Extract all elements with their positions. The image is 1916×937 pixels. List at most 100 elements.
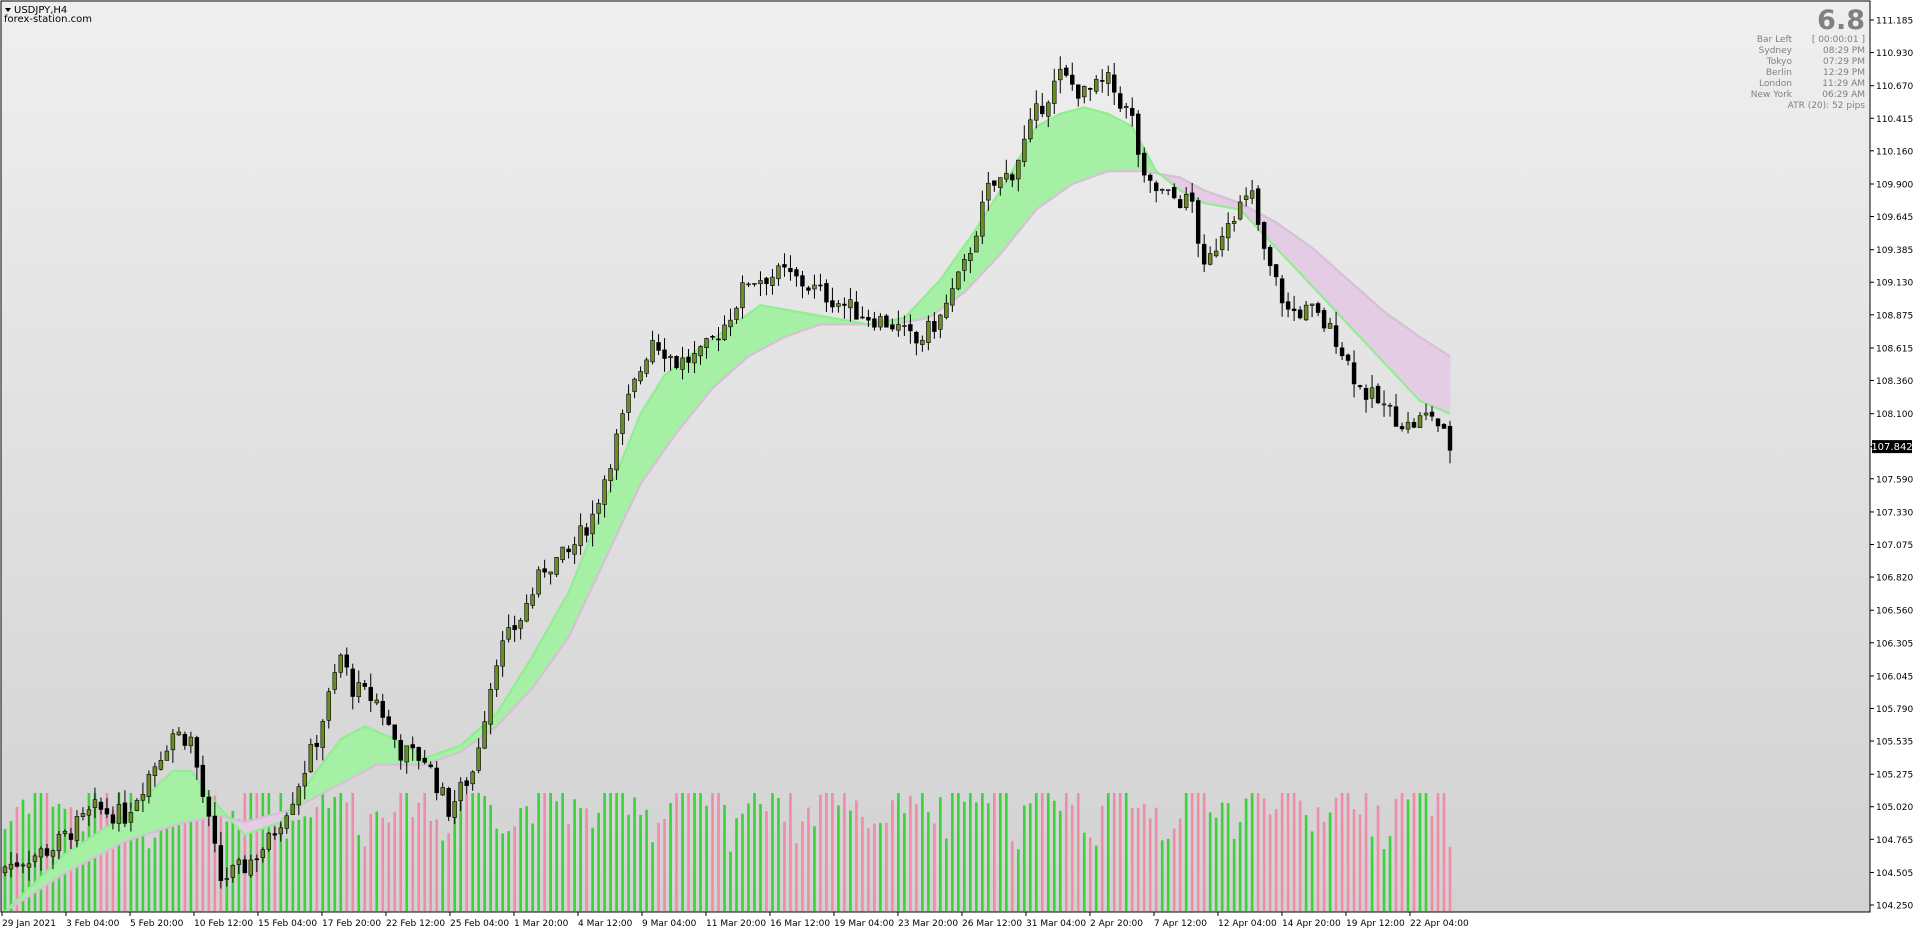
ribbon-segment bbox=[382, 733, 390, 765]
ribbon-segment bbox=[178, 770, 186, 825]
bear-candle bbox=[1118, 93, 1123, 109]
volume-bar-up bbox=[681, 793, 684, 911]
bull-candle bbox=[740, 282, 745, 309]
volume-bar-down bbox=[807, 807, 810, 911]
volume-bar-down bbox=[1010, 841, 1014, 911]
bull-candle bbox=[152, 766, 158, 776]
bull-candle bbox=[2, 866, 8, 874]
ribbon-segment bbox=[1083, 107, 1091, 181]
volume-bar-up bbox=[339, 793, 343, 911]
bull-candle bbox=[8, 863, 14, 870]
bull-candle bbox=[668, 355, 673, 359]
bull-candle bbox=[74, 816, 80, 841]
bear-candle bbox=[908, 324, 913, 332]
ribbon-segment bbox=[1053, 113, 1061, 198]
bull-candle bbox=[1237, 201, 1243, 220]
dropdown-triangle-icon[interactable] bbox=[5, 8, 11, 12]
volume-bar-down bbox=[891, 800, 894, 911]
bear-candle bbox=[1088, 88, 1093, 90]
volume-bar-up bbox=[1232, 838, 1236, 911]
bull-candle bbox=[968, 253, 973, 262]
bear-candle bbox=[464, 780, 469, 786]
bull-candle bbox=[986, 182, 991, 201]
bull-candle bbox=[752, 283, 757, 285]
ribbon-segment bbox=[1389, 315, 1397, 377]
bear-candle bbox=[398, 740, 403, 761]
volume-bar-up bbox=[1094, 845, 1098, 911]
volume-bar-down bbox=[1274, 809, 1278, 911]
volume-bar-down bbox=[1334, 797, 1338, 911]
bear-candle bbox=[380, 701, 385, 718]
ribbon-segment bbox=[1341, 273, 1349, 326]
volume-bar-up bbox=[903, 813, 906, 911]
ribbon-segment bbox=[670, 365, 677, 443]
volume-bar-down bbox=[825, 793, 828, 911]
volume-bar-down bbox=[1316, 807, 1320, 911]
volume-bar-up bbox=[507, 831, 510, 911]
volume-bar-up bbox=[633, 797, 636, 911]
bear-candle bbox=[1141, 152, 1147, 176]
ribbon-segment bbox=[772, 306, 779, 344]
volume-bar-down bbox=[99, 808, 103, 911]
ribbon-segment bbox=[730, 321, 737, 373]
y-tick-label: 105.535 bbox=[1876, 738, 1913, 748]
bull-candle bbox=[176, 731, 182, 736]
ribbon-segment bbox=[1059, 111, 1067, 194]
bull-candle bbox=[1046, 102, 1051, 117]
volume-bar-up bbox=[225, 821, 229, 911]
y-tick-label: 110.930 bbox=[1876, 49, 1913, 59]
bear-candle bbox=[314, 742, 320, 747]
volume-bar-up bbox=[729, 851, 732, 911]
ribbon-segment bbox=[1089, 108, 1097, 179]
bear-candle bbox=[410, 744, 415, 749]
x-tick-label: 2 Apr 20:00 bbox=[1090, 919, 1143, 929]
ribbon-segment bbox=[1113, 116, 1121, 172]
bull-candle bbox=[164, 750, 170, 761]
volume-bar-down bbox=[351, 793, 355, 911]
bull-candle bbox=[1028, 119, 1033, 140]
ribbon-segment bbox=[1401, 323, 1409, 389]
volume-bar-down bbox=[1112, 793, 1116, 911]
y-tick-label: 106.560 bbox=[1876, 607, 1913, 617]
x-tick-label: 22 Feb 12:00 bbox=[386, 919, 445, 929]
volume-bar-up bbox=[483, 795, 486, 911]
ribbon-segment bbox=[1443, 351, 1451, 415]
volume-bar-up bbox=[477, 793, 480, 911]
bull-candle bbox=[554, 556, 559, 575]
volume-bar-down bbox=[1268, 814, 1272, 911]
bear-candle bbox=[860, 316, 865, 319]
bear-candle bbox=[1135, 113, 1141, 155]
bear-candle bbox=[1279, 278, 1285, 304]
x-tick-label: 1 Mar 20:00 bbox=[514, 919, 569, 929]
volume-bar-down bbox=[465, 794, 468, 911]
bull-candle bbox=[86, 809, 92, 816]
ribbon-segment bbox=[754, 304, 761, 354]
bear-candle bbox=[1189, 192, 1195, 202]
bull-candle bbox=[356, 682, 361, 698]
info-big-value: 6.8 bbox=[1817, 5, 1865, 36]
bear-candle bbox=[44, 848, 50, 856]
ribbon-segment bbox=[184, 770, 192, 823]
bull-candle bbox=[698, 346, 703, 357]
ma-ribbon bbox=[4, 106, 1451, 911]
volume-bar-up bbox=[1004, 793, 1008, 911]
info-panel: 6.8 Bar Left [ 00:00:01 ] Sydney 08:29 PM To… bbox=[1751, 5, 1866, 111]
info-row-label: Bar Left bbox=[1757, 35, 1793, 45]
volume-bar-down bbox=[675, 793, 678, 911]
bull-candle bbox=[494, 665, 499, 690]
volume-bar-up bbox=[1046, 793, 1050, 911]
bear-candle bbox=[104, 808, 110, 815]
volume-bar-up bbox=[969, 793, 972, 911]
ribbon-segment bbox=[676, 360, 683, 434]
volume-bar-down bbox=[417, 802, 421, 911]
volume-bar-down bbox=[831, 793, 834, 911]
bear-candle bbox=[1201, 243, 1207, 265]
bull-candle bbox=[998, 177, 1003, 188]
ribbon-segment bbox=[1413, 332, 1421, 402]
ribbon-segment bbox=[160, 775, 168, 831]
symbol-header[interactable]: USDJPY,H4 bbox=[5, 5, 67, 16]
ribbon-segment bbox=[376, 730, 384, 765]
bull-candle bbox=[1387, 404, 1393, 407]
y-tick-label: 107.075 bbox=[1876, 541, 1913, 551]
